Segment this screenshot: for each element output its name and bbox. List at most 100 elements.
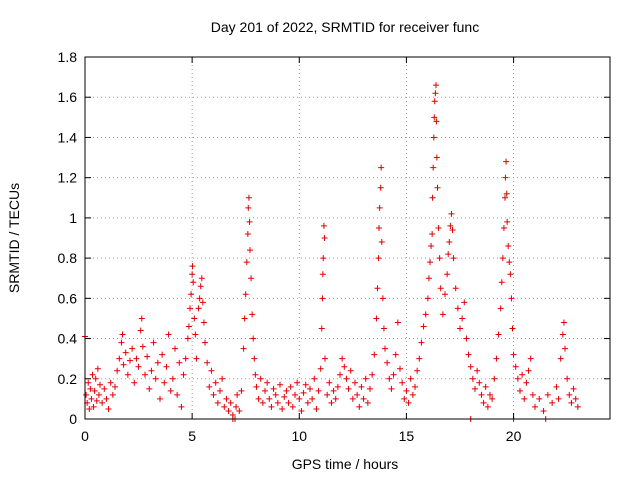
data-point (114, 367, 121, 374)
data-point (289, 403, 296, 410)
data-point (431, 114, 438, 121)
data-point (272, 391, 279, 398)
data-point (146, 385, 153, 392)
data-point (557, 355, 564, 362)
data-point (233, 403, 240, 410)
data-point (95, 391, 102, 398)
data-point (197, 283, 204, 290)
y-tick-label: 1 (69, 210, 77, 226)
data-point (320, 255, 327, 262)
data-point (570, 385, 577, 392)
data-point (296, 395, 303, 402)
x-tick-label: 5 (188, 428, 196, 444)
data-point (489, 395, 496, 402)
data-point (225, 407, 232, 414)
data-point (152, 375, 159, 382)
data-point (185, 323, 192, 330)
data-point (93, 397, 100, 404)
data-point (429, 194, 436, 201)
data-point (378, 239, 385, 246)
data-point (388, 385, 395, 392)
data-point (527, 355, 534, 362)
data-point (249, 311, 256, 318)
data-point (91, 387, 98, 394)
data-point (326, 379, 333, 386)
data-point (257, 375, 264, 382)
data-point (236, 407, 243, 414)
data-point (309, 395, 316, 402)
data-point (89, 371, 96, 378)
data-point (202, 339, 208, 346)
data-point (165, 331, 172, 338)
data-point (452, 285, 459, 292)
data-point (103, 395, 110, 402)
data-point (446, 239, 453, 246)
data-point (319, 295, 326, 302)
data-point (262, 387, 268, 394)
data-point (529, 391, 536, 398)
data-point (360, 395, 367, 402)
data-point (190, 279, 197, 286)
data-point (405, 399, 412, 406)
data-point (214, 399, 221, 406)
data-point (161, 379, 168, 386)
data-point (187, 305, 193, 312)
data-point (559, 331, 566, 338)
data-point (544, 391, 551, 398)
y-tick-label: 1.4 (58, 129, 78, 145)
data-point (223, 395, 230, 402)
data-point (135, 363, 142, 370)
data-point (510, 351, 517, 358)
y-tick-label: 0.8 (58, 250, 78, 266)
data-point (250, 335, 257, 342)
data-point (493, 355, 500, 362)
data-point (487, 391, 493, 398)
data-point (94, 365, 101, 372)
plot-frame (84, 56, 611, 420)
data-point (442, 291, 448, 298)
data-point (416, 355, 423, 362)
data-point (324, 391, 331, 398)
data-point (279, 405, 286, 412)
data-point (174, 391, 181, 398)
data-point (519, 371, 526, 378)
data-point (97, 381, 103, 388)
data-point (167, 387, 174, 394)
data-point (204, 359, 211, 366)
data-point (449, 226, 456, 233)
data-point (503, 158, 510, 165)
data-point (319, 271, 326, 278)
data-point (525, 367, 532, 374)
data-point (107, 379, 114, 386)
data-point (428, 243, 435, 250)
data-point (281, 393, 288, 400)
data-point (264, 379, 271, 386)
data-point (427, 259, 433, 266)
data-point (304, 399, 311, 406)
data-point (245, 194, 252, 201)
data-point (330, 387, 337, 394)
data-point (285, 399, 292, 406)
data-point (332, 395, 339, 402)
data-point (448, 210, 455, 217)
data-point (247, 247, 253, 254)
data-point (399, 379, 406, 386)
data-point (560, 319, 567, 326)
data-point (178, 403, 185, 410)
data-point (508, 295, 515, 302)
data-point (159, 351, 166, 358)
data-point (345, 385, 352, 392)
data-point (252, 371, 259, 378)
data-point (192, 331, 199, 338)
data-point (386, 375, 393, 382)
data-point (433, 82, 439, 89)
data-point (430, 134, 437, 141)
data-point (553, 383, 560, 390)
data-point (221, 403, 228, 410)
data-point (311, 375, 318, 382)
data-point (219, 375, 226, 382)
data-point (212, 379, 219, 386)
data-point (266, 395, 273, 402)
data-point (169, 375, 176, 382)
